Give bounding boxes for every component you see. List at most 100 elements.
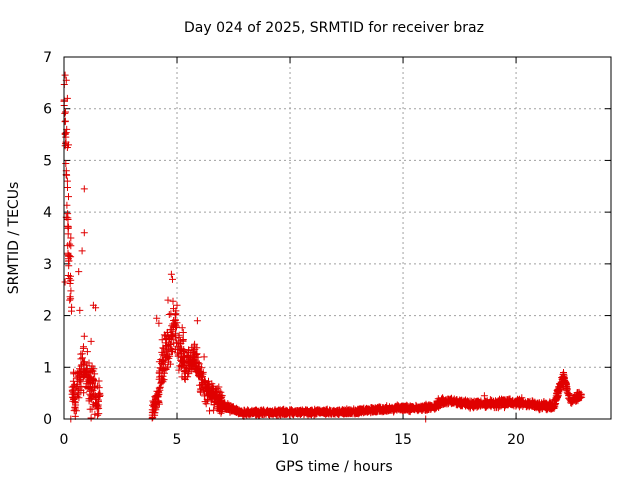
data-point bbox=[63, 201, 71, 209]
data-point bbox=[155, 319, 163, 327]
data-point bbox=[443, 398, 451, 406]
data-point bbox=[93, 382, 101, 390]
data-point bbox=[274, 408, 282, 416]
data-point bbox=[551, 396, 559, 404]
data-point bbox=[155, 400, 163, 408]
data-point bbox=[557, 378, 565, 386]
data-point bbox=[197, 385, 205, 393]
data-point bbox=[361, 408, 369, 416]
data-point bbox=[390, 405, 398, 413]
y-tick-label: 2 bbox=[43, 309, 52, 325]
data-point bbox=[67, 276, 75, 284]
x-tick-label: 5 bbox=[173, 432, 182, 448]
data-point bbox=[159, 365, 167, 372]
data-point bbox=[158, 377, 166, 385]
data-point bbox=[380, 405, 388, 413]
data-point bbox=[172, 310, 180, 318]
chart-title: Day 024 of 2025, SRMTID for receiver bra… bbox=[184, 20, 484, 36]
data-point bbox=[160, 344, 168, 352]
data-point bbox=[169, 297, 177, 305]
x-axis-label: GPS time / hours bbox=[275, 459, 392, 475]
data-point bbox=[320, 406, 328, 414]
data-point bbox=[403, 403, 411, 411]
data-point bbox=[62, 160, 70, 167]
data-point bbox=[179, 329, 187, 336]
x-tick-label: 0 bbox=[60, 432, 69, 448]
data-point bbox=[539, 402, 547, 410]
data-point bbox=[436, 401, 444, 409]
data-point bbox=[80, 368, 88, 376]
data-point bbox=[151, 394, 159, 402]
data-point bbox=[376, 405, 383, 412]
y-axis-label: SRMTID / TECUs bbox=[6, 182, 22, 295]
data-point bbox=[174, 343, 182, 351]
data-point bbox=[314, 407, 322, 415]
data-point bbox=[461, 399, 469, 406]
data-point bbox=[430, 404, 438, 412]
data-point bbox=[170, 305, 177, 313]
data-point bbox=[169, 275, 176, 283]
data-point bbox=[261, 408, 269, 416]
data-point bbox=[572, 396, 580, 404]
data-point bbox=[210, 401, 218, 409]
data-point bbox=[61, 278, 69, 286]
data-point bbox=[149, 408, 157, 416]
data-point bbox=[86, 378, 94, 386]
data-point bbox=[215, 393, 223, 401]
data-point bbox=[158, 378, 165, 386]
data-point bbox=[199, 373, 206, 381]
data-point bbox=[62, 108, 69, 116]
y-tick-label: 6 bbox=[43, 102, 52, 118]
data-point bbox=[80, 185, 88, 193]
data-point bbox=[306, 409, 314, 417]
data-point bbox=[201, 377, 209, 385]
data-point bbox=[577, 390, 585, 398]
data-point bbox=[193, 317, 201, 325]
data-point bbox=[151, 401, 159, 409]
data-point bbox=[63, 144, 71, 151]
data-point bbox=[368, 408, 376, 416]
data-point bbox=[88, 386, 96, 394]
data-point bbox=[63, 94, 71, 102]
data-point bbox=[401, 405, 409, 413]
data-point bbox=[173, 339, 180, 347]
data-point bbox=[76, 306, 84, 314]
data-point bbox=[505, 395, 513, 403]
x-tick-label: 20 bbox=[507, 432, 525, 448]
data-point bbox=[86, 405, 94, 413]
data-point bbox=[95, 377, 103, 385]
data-point bbox=[194, 368, 202, 376]
data-point bbox=[405, 407, 413, 415]
data-point bbox=[175, 333, 183, 341]
data-point bbox=[96, 389, 104, 397]
data-point bbox=[470, 397, 478, 405]
y-tick-label: 5 bbox=[43, 153, 52, 169]
data-point bbox=[80, 360, 88, 368]
data-point bbox=[332, 408, 340, 416]
data-point bbox=[233, 404, 241, 412]
data-point bbox=[560, 369, 567, 376]
data-point bbox=[184, 349, 192, 357]
data-point bbox=[241, 409, 249, 417]
data-point bbox=[501, 402, 509, 410]
data-point bbox=[476, 399, 484, 407]
data-point bbox=[67, 287, 75, 295]
data-point bbox=[176, 337, 184, 345]
data-point bbox=[480, 392, 488, 400]
data-point bbox=[202, 383, 210, 391]
data-point bbox=[210, 406, 218, 414]
data-point bbox=[296, 407, 303, 415]
data-point bbox=[162, 353, 169, 361]
data-point bbox=[68, 303, 76, 311]
data-point bbox=[88, 395, 96, 403]
data-point bbox=[181, 376, 189, 383]
data-point bbox=[179, 336, 187, 343]
data-point bbox=[66, 240, 74, 248]
data-point bbox=[206, 384, 214, 392]
data-point bbox=[525, 399, 533, 407]
data-point bbox=[355, 405, 363, 413]
data-point bbox=[528, 402, 536, 410]
data-point bbox=[191, 350, 199, 358]
data-point bbox=[156, 383, 164, 391]
data-point bbox=[80, 343, 87, 351]
